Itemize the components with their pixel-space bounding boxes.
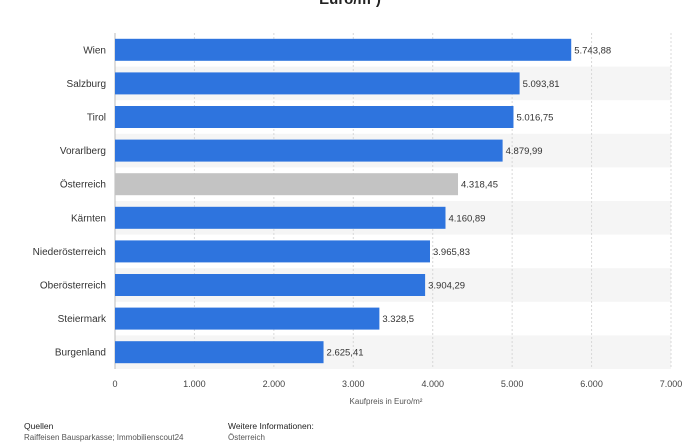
bar — [115, 38, 572, 61]
bar — [115, 240, 431, 263]
value-label: 5.016,75 — [516, 113, 553, 124]
sources-heading: Quellen — [24, 421, 54, 431]
bar — [115, 72, 520, 95]
value-label: 5.093,81 — [523, 79, 560, 90]
sources-link[interactable]: Raiffeisen Bausparkasse; Immobilienscout… — [24, 433, 184, 442]
category-label: Niederösterreich — [33, 247, 106, 258]
chart-title: Euro/m²) — [0, 0, 700, 8]
bar — [115, 206, 446, 229]
x-axis-ticks: 0 1.000 2.000 3.000 4.000 5.000 6.000 7.000 — [112, 379, 682, 389]
category-label: Salzburg — [67, 79, 106, 90]
info-block: Weitere Informationen: Österreich — [228, 421, 314, 443]
x-tick-label: 3.000 — [342, 379, 365, 389]
value-labels: 5.743,88 5.093,81 5.016,75 4.879,99 4.318,45… — [327, 45, 612, 358]
value-label: 4.879,99 — [506, 146, 543, 157]
bar — [115, 307, 380, 330]
value-label: 3.965,83 — [433, 247, 470, 258]
value-label: 4.160,89 — [448, 213, 485, 224]
category-label: Oberösterreich — [40, 281, 106, 292]
category-label: Vorarlberg — [60, 146, 106, 157]
bars — [115, 38, 572, 364]
bar — [115, 106, 514, 128]
value-label: 5.743,88 — [574, 45, 611, 56]
bar — [115, 173, 459, 196]
category-label: Burgenland — [55, 348, 106, 359]
category-label: Steiermark — [58, 314, 107, 325]
sources-block: Quellen Raiffeisen Bausparkasse; Immobil… — [24, 421, 184, 443]
value-label: 3.328,5 — [382, 314, 414, 325]
category-label: Tirol — [87, 113, 106, 124]
category-label: Kärnten — [71, 213, 106, 224]
x-tick-label: 0 — [112, 379, 117, 389]
category-label: Österreich — [60, 179, 106, 191]
x-tick-label: 1.000 — [183, 379, 206, 389]
x-tick-label: 2.000 — [263, 379, 286, 389]
info-text: Österreich — [228, 433, 265, 442]
value-label: 4.318,45 — [461, 180, 498, 191]
x-axis-label: Kaufpreis in Euro/m² — [350, 397, 423, 406]
info-heading: Weitere Informationen: — [228, 421, 314, 431]
category-labels: Wien Salzburg Tirol Vorarlberg Österreich Kär… — [33, 45, 107, 358]
bar — [115, 274, 426, 296]
category-label: Wien — [83, 45, 106, 56]
value-label: 3.904,29 — [428, 281, 465, 292]
bar — [115, 139, 503, 162]
x-tick-label: 4.000 — [421, 379, 444, 389]
x-tick-label: 5.000 — [501, 379, 524, 389]
value-label: 2.625,41 — [327, 348, 364, 359]
x-tick-label: 6.000 — [580, 379, 603, 389]
bar — [115, 341, 324, 364]
x-tick-label: 7.000 — [660, 379, 683, 389]
